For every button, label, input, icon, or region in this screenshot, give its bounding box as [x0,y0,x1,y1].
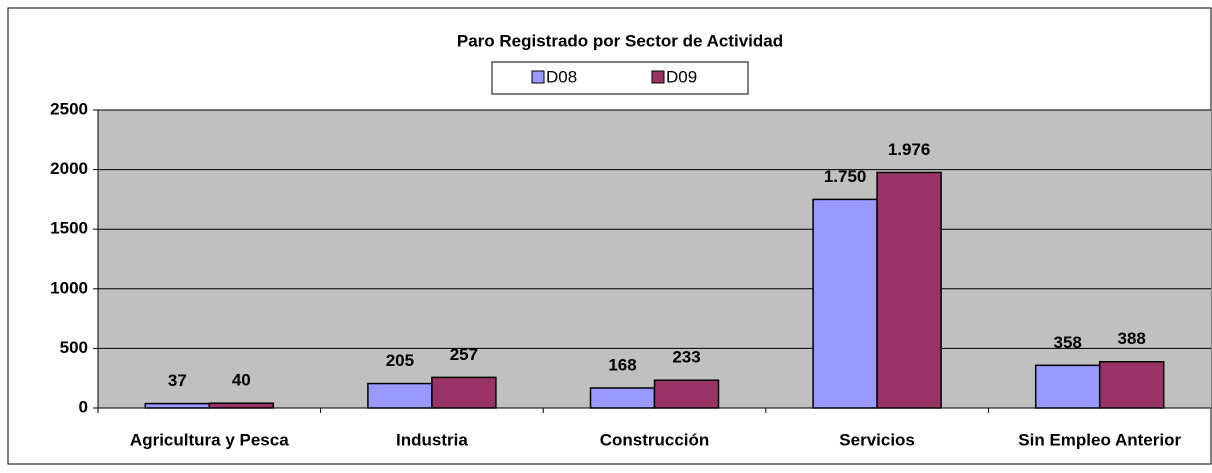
bar [653,379,720,409]
bar [876,171,942,409]
legend-swatch [651,70,665,84]
bar [1034,364,1101,409]
legend-box [491,61,749,95]
value-label: 205 [386,351,414,370]
chart-title: Paro Registrado por Sector de Actividad [457,31,783,50]
y-tick-label: 2000 [50,159,88,178]
y-tick-label: 1000 [50,278,88,297]
bar [589,387,656,409]
value-label: 358 [1054,333,1082,352]
y-tick-label: 0 [79,397,88,416]
y-tick-label: 1500 [50,219,88,238]
x-tick-label: Sin Empleo Anterior [1018,430,1181,449]
bar [812,198,878,409]
legend-label: D09 [666,67,697,86]
value-label: 1.976 [888,140,931,159]
y-tick-label: 500 [60,338,88,357]
x-tick-label: Agricultura y Pesca [130,430,289,449]
plot-area [98,110,1211,408]
x-tick-label: Construcción [600,430,710,449]
value-label: 1.750 [824,167,867,186]
bar [144,402,211,409]
legend-swatch [531,70,545,84]
legend-label: D08 [546,67,577,86]
bar [1098,361,1165,409]
x-tick-label: Servicios [839,430,915,449]
value-label: 388 [1118,329,1146,348]
value-label: 37 [168,371,187,390]
y-tick-label: 2500 [50,99,88,118]
value-label: 40 [232,371,251,390]
x-tick-label: Industria [396,430,468,449]
value-label: 233 [672,348,700,367]
value-label: 257 [450,345,478,364]
bar [367,382,433,409]
bar [208,402,275,409]
bar [431,376,497,409]
value-label: 168 [608,355,636,374]
